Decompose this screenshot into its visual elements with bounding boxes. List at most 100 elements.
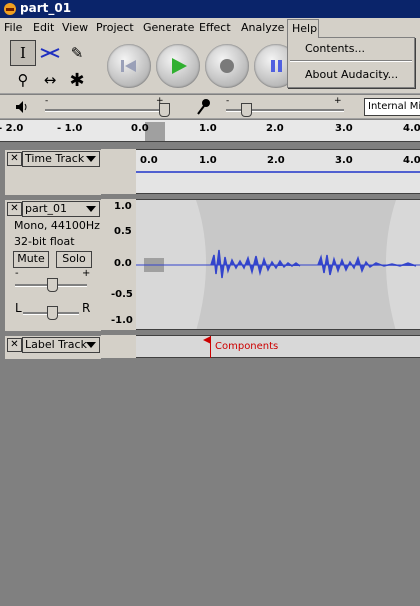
time-track-vruler (101, 149, 136, 194)
pan-left-label: L (15, 301, 22, 315)
gain-slider-thumb[interactable] (47, 278, 58, 292)
waveform (136, 200, 420, 329)
selection-tool-button[interactable]: I (10, 40, 36, 66)
multi-tool-button[interactable]: ✱ (64, 67, 90, 93)
stop-button[interactable] (205, 44, 249, 88)
output-volume-max-label: + (156, 96, 164, 106)
label-track-vruler (101, 335, 136, 358)
gain-min-label: - (15, 268, 19, 279)
envelope-icon (40, 48, 60, 58)
skip-start-icon (121, 60, 136, 72)
time-track-tick-label: 2.0 (267, 155, 285, 166)
ibeam-icon: I (20, 44, 26, 62)
audio-track-name-menu[interactable]: part_01 (22, 201, 100, 217)
pan-slider-thumb[interactable] (47, 306, 58, 320)
audio-track-name: part_01 (25, 202, 68, 215)
menu-item-contents-label: Contents... (305, 42, 365, 55)
ruler-tick-label: 0.0 (131, 123, 149, 134)
window-title: part_01 (20, 1, 72, 15)
time-track-name: Time Track (25, 152, 85, 165)
timeline-ruler[interactable]: - 2.0 - 1.0 0.0 1.0 2.0 3.0 4.0 (0, 120, 420, 142)
scale-label: -0.5 (111, 289, 133, 300)
help-dropdown-menu: Contents... About Audacity... (287, 37, 415, 88)
chevron-down-icon (86, 156, 96, 162)
audio-track-panel: ✕ part_01 Mono, 44100Hz 32-bit float Mut… (4, 199, 102, 332)
skip-to-start-button[interactable] (107, 44, 151, 88)
input-volume-slider[interactable] (226, 109, 344, 112)
output-volume-slider[interactable] (45, 109, 168, 112)
chevron-down-icon (86, 342, 96, 348)
label-track-area[interactable]: Components (136, 335, 420, 358)
menu-item-contents[interactable]: Contents... (288, 39, 414, 59)
menu-edit[interactable]: Edit (33, 21, 55, 34)
stop-icon (220, 59, 234, 73)
input-volume-min-label: - (226, 96, 230, 106)
playhead-region (145, 122, 165, 141)
menu-separator (290, 60, 412, 62)
zoom-tool-button[interactable]: ⚲ (10, 67, 36, 93)
speaker-icon (16, 101, 27, 113)
envelope-tool-button[interactable] (37, 40, 63, 66)
audio-track-format: Mono, 44100Hz (14, 219, 100, 232)
input-source-select[interactable]: Internal Mi (364, 98, 420, 116)
time-track-tick-label: 3.0 (335, 155, 353, 166)
input-volume-thumb[interactable] (241, 103, 252, 117)
audio-track-close-button[interactable]: ✕ (7, 202, 22, 216)
audio-track-vruler: 1.0 0.5 0.0 -0.5 -1.0 (101, 199, 137, 330)
menu-item-about[interactable]: About Audacity... (288, 65, 414, 85)
output-volume-min-label: - (45, 96, 49, 106)
label-text[interactable]: Components (215, 341, 279, 352)
draw-tool-button[interactable]: ✎ (64, 40, 90, 66)
play-button[interactable] (156, 44, 200, 88)
timeshift-tool-button[interactable]: ↔ (37, 67, 63, 93)
time-track-name-menu[interactable]: Time Track (22, 151, 100, 167)
label-flag-icon (203, 336, 211, 344)
time-track-area[interactable]: 0.0 1.0 2.0 3.0 4.0 (136, 149, 420, 194)
magnifier-icon: ⚲ (17, 71, 29, 89)
pause-icon (271, 60, 282, 72)
audio-track-bitdepth: 32-bit float (14, 235, 75, 248)
scale-label: 0.0 (114, 258, 132, 269)
menu-analyze[interactable]: Analyze (241, 21, 285, 34)
menu-bar: File Edit View Project Generate Effect A… (0, 18, 420, 38)
scale-label: -1.0 (111, 315, 133, 326)
timeshift-arrows-icon: ↔ (43, 71, 57, 89)
menu-effect[interactable]: Effect (199, 21, 231, 34)
input-source-value: Internal Mi (368, 101, 420, 112)
menu-item-about-label: About Audacity... (305, 68, 399, 81)
menu-file[interactable]: File (4, 21, 23, 34)
audacity-app-icon (4, 3, 16, 15)
output-volume-thumb[interactable] (159, 103, 170, 117)
menu-help[interactable]: Help (287, 19, 319, 38)
menu-view[interactable]: View (62, 21, 89, 34)
label-marker-line (210, 336, 211, 358)
ruler-tick-label: - 2.0 (0, 123, 24, 134)
label-track-close-button[interactable]: ✕ (7, 338, 22, 352)
microphone-icon (197, 99, 210, 115)
time-track-close-button[interactable]: ✕ (7, 152, 22, 166)
ruler-tick-label: - 1.0 (57, 123, 83, 134)
ruler-tick-label: 3.0 (335, 123, 353, 134)
label-track-name-menu[interactable]: Label Track (22, 337, 100, 353)
pencil-icon: ✎ (70, 44, 84, 62)
mixer-toolbar: - + - + (0, 95, 420, 119)
time-track-tick-label: 4.0 (403, 155, 420, 166)
label-track-panel: ✕ Label Track (4, 335, 102, 360)
menu-help-label: Help (292, 22, 318, 35)
menu-project[interactable]: Project (96, 21, 134, 34)
time-track-tick-label: 0.0 (140, 155, 158, 166)
scale-label: 1.0 (114, 201, 132, 212)
mute-button[interactable]: Mute (13, 251, 49, 268)
play-icon (172, 58, 187, 74)
ruler-tick-label: 2.0 (266, 123, 284, 134)
ruler-tick-label: 1.0 (199, 123, 217, 134)
solo-button[interactable]: Solo (56, 251, 92, 268)
menu-generate[interactable]: Generate (143, 21, 195, 34)
time-track-tick-label: 1.0 (199, 155, 217, 166)
time-track-panel: ✕ Time Track (4, 149, 102, 196)
title-bar: part_01 (0, 0, 420, 18)
waveform-area[interactable] (136, 199, 420, 330)
time-track-line (136, 171, 420, 173)
gain-max-label: + (82, 268, 91, 279)
pan-right-label: R (82, 301, 91, 315)
